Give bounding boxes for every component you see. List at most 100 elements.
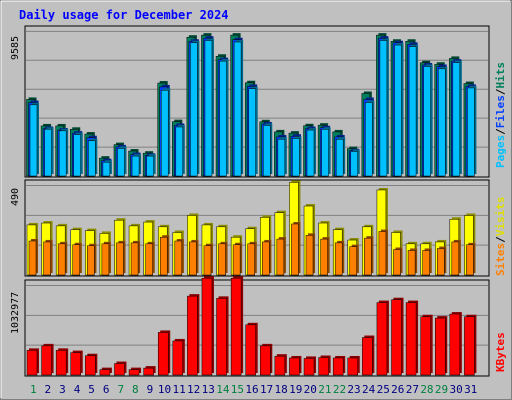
bar-pages-1-face [29,104,38,177]
bar-kbytes-27 [405,300,419,376]
bar-sites-14-face [218,243,226,276]
bar-pages-29-face [437,68,446,177]
bar-kbytes-18 [274,354,287,376]
day-label-2: 2 [45,383,52,396]
bar-kbytes-28-face [420,316,431,376]
bar-kbytes-11-face [172,340,184,376]
chart-title: Daily usage for December 2024 [19,8,229,22]
bar-sites-19-face [291,223,299,276]
bar-sites-8 [130,240,141,276]
bar-sites-31-face [466,244,474,276]
legend-sep-1: / [494,128,507,135]
bar-pages-2 [44,127,54,177]
bar-kbytes-21-face [318,357,329,376]
bar-kbytes-21 [318,355,331,376]
bar-kbytes-5 [85,353,98,376]
bar-kbytes-7-face [114,363,125,376]
bar-pages-27 [408,44,419,177]
bar-pages-2-face [44,129,52,177]
bar-sites-14 [218,241,228,276]
bar-sites-21-face [320,238,328,276]
bar-sites-15-face [232,244,241,276]
bar-sites-11 [174,238,184,276]
mid-max-label: 490 [10,188,21,206]
bar-pages-22 [335,137,346,177]
bar-pages-24 [365,100,375,177]
bar-sites-13 [203,243,213,276]
bar-sites-29-face [436,248,445,276]
bar-pages-10-face [160,90,169,177]
bar-sites-23-face [349,246,358,276]
bar-pages-17 [263,123,273,177]
bar-kbytes-4 [70,350,83,376]
bar-pages-20 [306,128,317,177]
bar-pages-13 [204,38,214,177]
bar-pages-8 [131,154,142,177]
bar-sites-20-face [305,235,314,276]
bar-pages-18 [277,137,287,177]
bar-kbytes-4-face [70,352,81,376]
bar-pages-6-face [102,161,111,177]
bar-pages-23 [350,149,360,177]
bar-pages-18-face [277,139,286,177]
day-label-29: 29 [435,383,448,396]
bar-pages-14-face [219,60,227,177]
bar-pages-26 [394,43,404,177]
bar-kbytes-9-face [143,367,154,376]
bar-kbytes-1 [26,348,39,376]
bar-pages-20-face [306,129,315,177]
bar-sites-3 [57,241,68,276]
bar-kbytes-25 [376,300,389,376]
bar-sites-31 [466,242,476,276]
bar-kbytes-9 [143,366,156,376]
bar-pages-31-face [467,87,475,177]
bar-kbytes-13-face [201,277,213,376]
bar-pages-19-face [292,138,300,177]
bar-pages-13-face [204,40,213,177]
bar-sites-27 [407,248,418,276]
bar-sites-25-face [378,231,387,276]
legend-hits: Hits [494,62,507,89]
day-label-8: 8 [132,383,139,396]
day-label-12: 12 [187,383,200,396]
bar-pages-10 [160,88,171,177]
bars [26,33,477,376]
bar-sites-18 [276,237,286,276]
bar-pages-25-face [379,40,388,177]
legend-sites: Sites [494,243,507,276]
bar-kbytes-1-face [26,350,38,376]
bar-pages-28 [423,64,433,177]
day-label-9: 9 [147,383,154,396]
bar-kbytes-16-face [245,324,256,376]
bar-pages-17-face [263,125,271,177]
bar-pages-15-face [233,41,242,177]
bar-kbytes-29 [434,316,448,376]
bar-pages-29 [437,66,448,177]
day-label-20: 20 [304,383,317,396]
bar-sites-4-face [72,244,80,276]
bar-sites-28-face [422,250,430,276]
bar-sites-16 [247,241,257,276]
legend-pages: Pages [494,135,507,168]
legend-sep-2: / [494,88,507,95]
bar-pages-3-face [58,130,67,177]
bar-kbytes-5-face [85,355,96,376]
day-label-4: 4 [74,383,81,396]
bar-kbytes-8 [128,367,142,376]
top-max-label: 9585 [10,36,21,60]
day-label-28: 28 [420,383,433,396]
bar-sites-26-face [393,249,401,276]
bar-sites-24-face [364,237,372,276]
legend-sep-3: / [494,236,507,243]
bar-pages-7-face [117,148,125,177]
bar-kbytes-31 [464,314,477,376]
bar-sites-29 [436,246,447,276]
bar-sites-19 [291,221,301,276]
bar-sites-11-face [174,240,183,276]
bar-pages-16 [248,86,258,177]
bar-kbytes-23 [347,355,360,376]
bar-pages-12 [190,40,200,177]
bar-kbytes-3 [55,348,69,376]
bar-sites-10-face [159,236,168,276]
bar-pages-26-face [394,44,402,177]
